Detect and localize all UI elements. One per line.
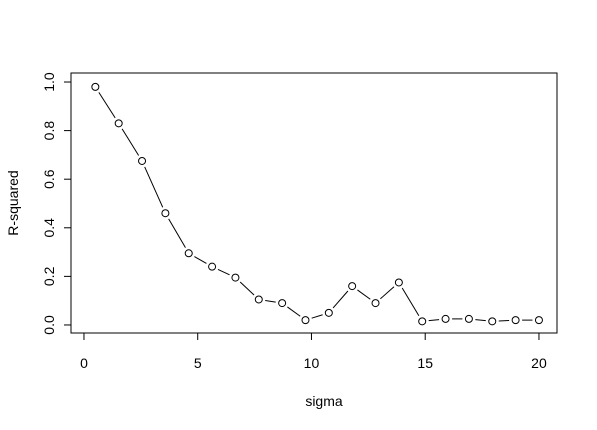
connector	[287, 306, 301, 317]
connector	[311, 314, 323, 319]
point	[254, 295, 263, 304]
point	[161, 209, 170, 218]
point	[301, 316, 310, 325]
point	[91, 82, 100, 91]
y-tick-label: 0.8	[41, 121, 57, 141]
y-tick-label: 1.0	[41, 72, 57, 92]
point	[418, 317, 427, 326]
connector	[332, 290, 349, 309]
point	[278, 299, 287, 308]
x-tick-label: 15	[417, 355, 433, 371]
connector	[144, 166, 164, 208]
connector	[217, 268, 230, 276]
x-tick-label: 10	[304, 355, 320, 371]
y-tick-label: 0.2	[41, 266, 57, 286]
connector	[265, 299, 276, 303]
connector	[380, 286, 395, 300]
point	[464, 314, 473, 323]
x-tick-label: 20	[531, 355, 547, 371]
x-axis-title: sigma	[305, 393, 343, 409]
x-tick-label: 5	[194, 355, 202, 371]
connector	[121, 128, 140, 156]
y-axis-title: R-squared	[5, 170, 21, 235]
x-tick-label: 0	[80, 355, 88, 371]
connector	[239, 281, 255, 296]
point	[231, 273, 240, 282]
y-tick-label: 0.6	[41, 169, 57, 189]
point	[348, 282, 357, 291]
connector	[428, 319, 440, 322]
connector	[401, 287, 420, 317]
connector	[98, 92, 116, 119]
point	[184, 249, 193, 258]
point	[394, 278, 403, 287]
y-tick-label: 0.0	[41, 315, 57, 335]
point	[114, 119, 123, 128]
connector	[498, 319, 510, 322]
connector	[475, 319, 486, 322]
point	[138, 156, 147, 165]
connector	[194, 256, 207, 264]
point	[511, 316, 520, 325]
point	[208, 262, 217, 271]
connector	[357, 289, 371, 300]
point	[371, 299, 380, 308]
y-tick-label: 0.4	[41, 218, 57, 238]
point	[488, 317, 497, 326]
point	[441, 314, 450, 323]
connector	[168, 218, 186, 248]
point	[534, 316, 543, 325]
point	[324, 308, 333, 317]
